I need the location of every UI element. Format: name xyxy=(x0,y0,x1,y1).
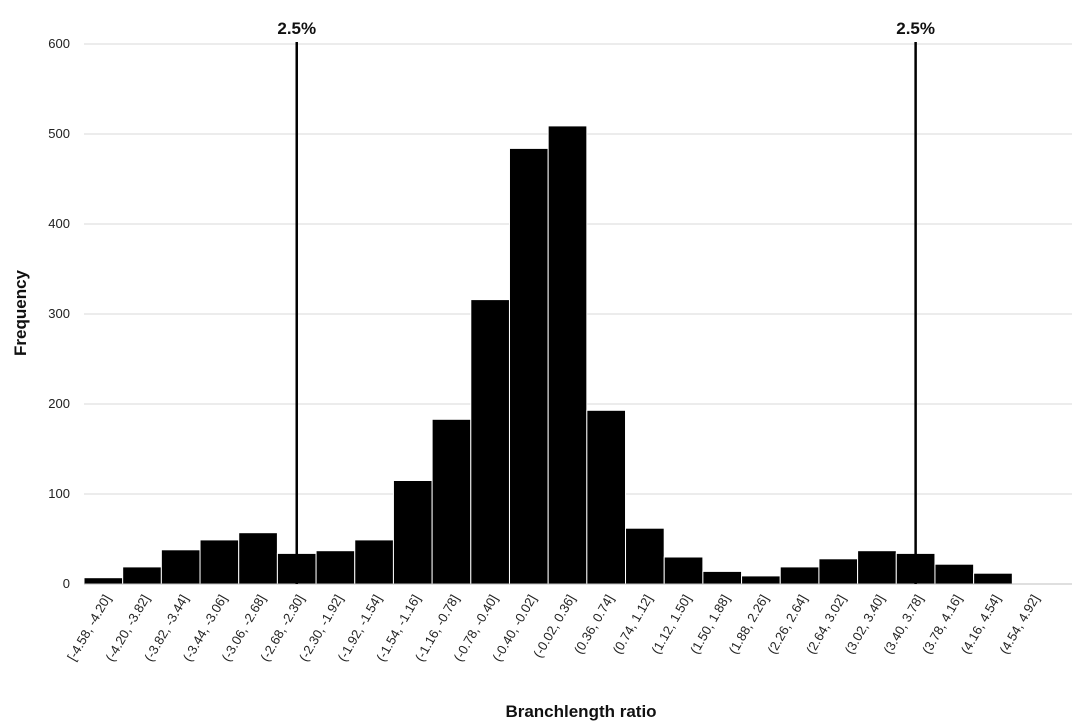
bars xyxy=(83,125,1013,585)
bar xyxy=(122,566,162,585)
bar xyxy=(508,147,549,585)
y-tick-label: 200 xyxy=(48,396,70,411)
bar xyxy=(779,566,820,585)
bar xyxy=(470,299,510,585)
y-axis-ticks: 0 100 200 300 400 500 600 xyxy=(48,36,70,591)
y-tick-label: 400 xyxy=(48,216,70,231)
bar xyxy=(238,532,278,585)
bar xyxy=(586,409,627,585)
y-tick-label: 600 xyxy=(48,36,70,51)
bar xyxy=(431,418,472,585)
bar xyxy=(857,550,897,585)
bar xyxy=(199,539,240,585)
bar xyxy=(160,549,201,585)
bar xyxy=(315,550,356,585)
percentile-marker-label: 2.5% xyxy=(277,19,316,38)
x-axis-title: Branchlength ratio xyxy=(505,702,656,721)
y-tick-label: 500 xyxy=(48,126,70,141)
bar xyxy=(625,527,665,585)
bar xyxy=(547,125,588,585)
percentile-marker-label: 2.5% xyxy=(896,19,935,38)
bar xyxy=(354,539,394,585)
bar xyxy=(392,480,433,585)
bar xyxy=(818,558,859,585)
bar xyxy=(663,556,704,585)
bar xyxy=(83,577,124,585)
y-tick-label: 100 xyxy=(48,486,70,501)
y-axis-title: Frequency xyxy=(11,269,30,356)
bar xyxy=(934,563,975,585)
bar xyxy=(973,572,1013,585)
y-tick-label: 300 xyxy=(48,306,70,321)
y-tick-label: 0 xyxy=(63,576,70,591)
bar xyxy=(741,575,781,585)
x-tick-label: (4.54, 4.92] xyxy=(996,592,1042,656)
percentile-markers: 2.5% 2.5% xyxy=(277,19,935,584)
bar xyxy=(702,570,743,585)
x-axis-ticks: [-4.58, -4.20](-4.20, -3.82](-3.82, -3.4… xyxy=(64,592,1042,664)
